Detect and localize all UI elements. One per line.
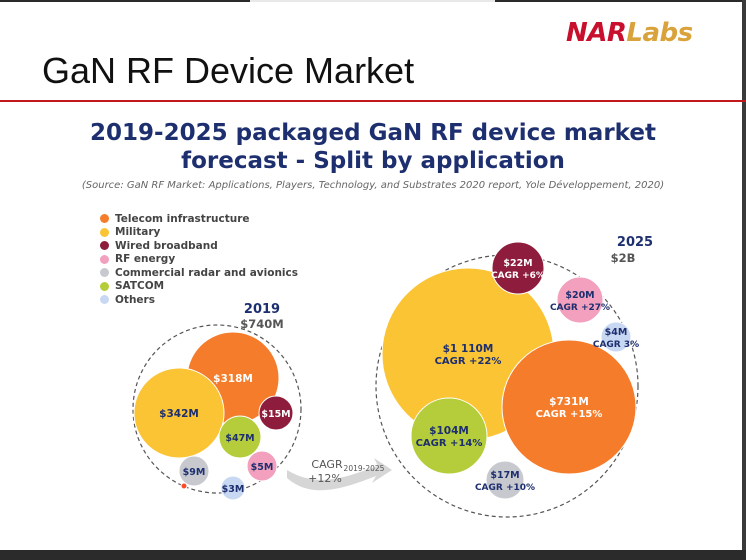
- legend-label: Telecom infrastructure: [115, 212, 250, 225]
- group-total-label: $2B: [611, 251, 636, 265]
- legend-label: SATCOM: [115, 280, 165, 293]
- legend-label: Military: [115, 226, 161, 239]
- right-border: [742, 0, 746, 560]
- bubble-value-label: $342M: [159, 408, 199, 420]
- bubble-value-label: $731M: [549, 396, 589, 408]
- bubble-2025-telecom-infrastructure: [501, 339, 637, 475]
- bubble-cagr-label: CAGR +14%: [416, 438, 483, 449]
- bubble-cagr-label: CAGR 3%: [593, 340, 639, 350]
- bubble-value-label: $318M: [213, 373, 253, 385]
- slide-title: GaN RF Device Market: [42, 50, 415, 91]
- bubble-2019-wired-broadband: [258, 395, 294, 431]
- bubble-2025-commercial-radar-and-avionics: [485, 460, 525, 500]
- legend-swatch: [100, 241, 109, 251]
- bubble-cagr-label: CAGR +27%: [550, 303, 610, 313]
- top-border-highlight: [250, 0, 495, 2]
- bubble-2019-commercial-radar-and-avionics: [178, 455, 210, 487]
- legend-swatch: [100, 281, 109, 291]
- bubble-value-label: $3M: [222, 484, 245, 495]
- legend-swatch: [100, 295, 109, 305]
- bubble-2019-military: [133, 367, 225, 459]
- legend-swatch: [100, 214, 109, 224]
- legend-item: Commercial radar and avionics: [100, 266, 298, 280]
- legend-swatch: [100, 268, 109, 278]
- legend: Telecom infrastructure Military Wired br…: [100, 212, 298, 307]
- bubble-cagr-label: CAGR +6%: [491, 271, 545, 281]
- bubble-value-label: $20M: [565, 290, 594, 301]
- bubble-2019-rf-energy: [246, 450, 278, 482]
- red-marker-icon: [180, 482, 188, 490]
- title-divider: [0, 100, 746, 102]
- bubble-value-label: $47M: [225, 433, 254, 444]
- bubble-2019-satcom: [218, 415, 262, 459]
- overall-cagr-subscript: 2019-2025: [344, 464, 385, 473]
- chart-source: (Source: GaN RF Market: Applications, Pl…: [81, 180, 665, 191]
- bubble-cagr-label: CAGR +10%: [475, 483, 535, 493]
- bubble-value-label: $104M: [429, 425, 469, 437]
- chart-title-line1: 2019-2025 packaged GaN RF device market: [90, 120, 656, 146]
- bubble-2025-rf-energy: [556, 276, 604, 324]
- legend-item: Others: [100, 293, 298, 307]
- bubble-value-label: $22M: [503, 258, 532, 269]
- legend-label: Others: [115, 293, 155, 306]
- narlabs-logo: NARLabs: [566, 18, 693, 48]
- legend-label: RF energy: [115, 253, 176, 266]
- legend-label: Commercial radar and avionics: [115, 266, 298, 279]
- bubble-2025-wired-broadband: [491, 241, 545, 295]
- growth-arrow: [287, 458, 392, 491]
- bubble-value-label: $1 110M: [443, 343, 494, 355]
- legend-item: Wired broadband: [100, 239, 298, 253]
- legend-label: Wired broadband: [115, 239, 218, 252]
- group-total-label: $740M: [240, 317, 283, 331]
- legend-swatch: [100, 227, 109, 237]
- overall-cagr-label: CAGR: [311, 458, 343, 471]
- legend-item: SATCOM: [100, 280, 298, 294]
- bubble-value-label: $17M: [490, 470, 519, 481]
- overall-cagr-value: +12%: [308, 472, 342, 485]
- group-year-label: 2019: [244, 302, 280, 317]
- legend-item: RF energy: [100, 253, 298, 267]
- legend-item: Military: [100, 226, 298, 240]
- bubble-2025-satcom: [410, 397, 488, 475]
- group-year-label: 2025: [617, 235, 653, 250]
- bubble-cagr-label: CAGR +15%: [536, 409, 603, 420]
- bubble-cagr-label: CAGR +22%: [435, 356, 502, 367]
- bottom-bar: [0, 550, 746, 560]
- bubble-value-label: $15M: [261, 409, 290, 420]
- bubble-2019-others: [220, 475, 246, 501]
- bubble-2025-others: [600, 321, 632, 353]
- legend-swatch: [100, 254, 109, 264]
- group-ring-2019: [132, 324, 302, 494]
- bubble-value-label: $4M: [605, 327, 628, 338]
- chart-title-line2: forecast - Split by application: [181, 148, 565, 174]
- bubble-value-label: $5M: [251, 462, 274, 473]
- bubble-value-label: $9M: [183, 467, 206, 478]
- legend-item: Telecom infrastructure: [100, 212, 298, 226]
